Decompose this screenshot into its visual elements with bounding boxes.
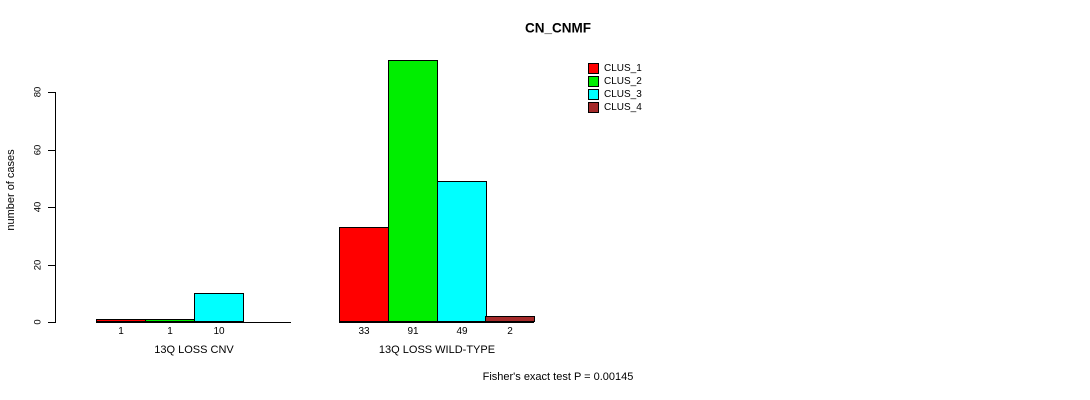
- y-tick-mark: [48, 265, 55, 266]
- category-label: 13Q LOSS CNV: [154, 344, 234, 356]
- y-tick-label: 80: [32, 86, 44, 98]
- legend-swatch-clus_3: [588, 89, 599, 100]
- legend-label: CLUS_2: [604, 76, 642, 87]
- bar-value-label: 33: [358, 326, 370, 337]
- bar-clus_3: [194, 293, 244, 322]
- bar-value-label: 1: [118, 326, 124, 337]
- bar-clus_2: [145, 319, 195, 322]
- bar-clus_1: [339, 227, 389, 322]
- fisher-test-annotation: Fisher's exact test P = 0.00145: [482, 371, 634, 383]
- legend-row: CLUS_4: [588, 101, 642, 114]
- bar-value-label: 10: [213, 326, 225, 337]
- bar-clus_3: [437, 181, 487, 322]
- legend-label: CLUS_4: [604, 102, 642, 113]
- chart-title: CN_CNMF: [525, 20, 591, 36]
- legend-row: CLUS_3: [588, 88, 642, 101]
- legend-swatch-clus_1: [588, 63, 599, 74]
- bar-value-label: 49: [456, 326, 468, 337]
- y-tick-label: 0: [32, 319, 44, 325]
- y-tick-mark: [48, 207, 55, 208]
- legend: CLUS_1 CLUS_2 CLUS_3 CLUS_4: [588, 62, 642, 114]
- y-tick-label: 20: [32, 259, 44, 271]
- legend-swatch-clus_2: [588, 76, 599, 87]
- legend-swatch-clus_4: [588, 102, 599, 113]
- y-tick-mark: [48, 92, 55, 93]
- y-tick-label: 40: [32, 201, 44, 213]
- y-tick-mark: [48, 150, 55, 151]
- legend-label: CLUS_3: [604, 89, 642, 100]
- group-baseline: [339, 322, 534, 323]
- category-label: 13Q LOSS WILD-TYPE: [378, 344, 496, 356]
- bar-clus_2: [388, 60, 438, 322]
- legend-row: CLUS_2: [588, 75, 642, 88]
- y-axis: [55, 92, 56, 323]
- group-baseline: [96, 322, 291, 323]
- bar-value-label: 1: [167, 326, 173, 337]
- bar-clus_4: [485, 316, 535, 322]
- bar-clus_1: [96, 319, 146, 322]
- y-tick-mark: [48, 322, 55, 323]
- bar-value-label: 2: [507, 326, 513, 337]
- legend-row: CLUS_1: [588, 62, 642, 75]
- legend-label: CLUS_1: [604, 63, 642, 74]
- bar-value-label: 91: [407, 326, 419, 337]
- y-tick-label: 60: [32, 144, 44, 156]
